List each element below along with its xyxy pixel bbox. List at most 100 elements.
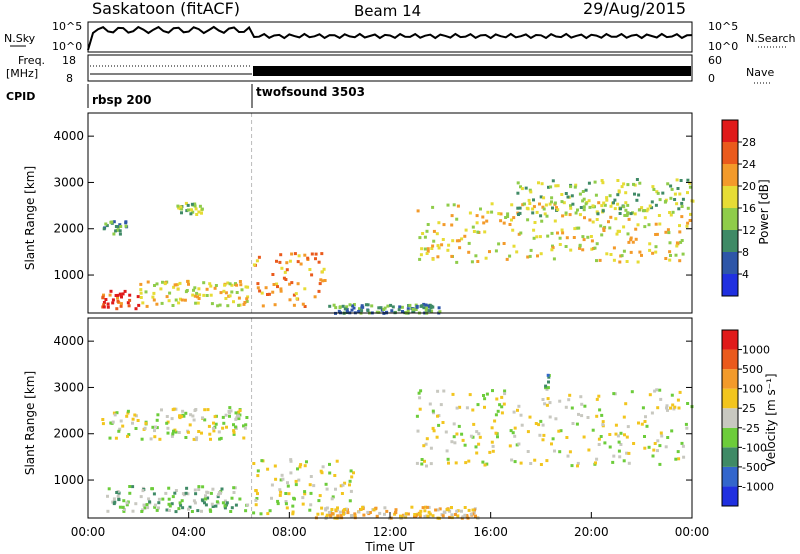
scatter-cell [682, 455, 686, 459]
scatter-cell [377, 310, 381, 314]
scatter-cell [516, 181, 520, 185]
scatter-cell [224, 297, 228, 300]
scatter-cell [209, 437, 212, 441]
scatter-cell [172, 407, 176, 411]
scatter-cell [622, 225, 626, 229]
scatter-cell [226, 281, 230, 285]
scatter-cell [475, 451, 479, 455]
scatter-cell [186, 492, 190, 496]
scatter-cell [187, 507, 190, 511]
scatter-cell [278, 260, 282, 264]
scatter-cell [590, 239, 594, 243]
scatter-cell [404, 512, 408, 516]
scatter-cell [287, 492, 291, 496]
scatter-cell [670, 429, 674, 433]
scatter-cell [167, 299, 171, 303]
scatter-cell [463, 506, 467, 509]
scatter-cell [477, 432, 481, 436]
scatter-cell [321, 465, 325, 469]
scatter-cell [116, 228, 120, 232]
scatter-cell [259, 512, 263, 516]
scatter-cell [282, 276, 286, 280]
scatter-cell [497, 212, 501, 216]
scatter-cell [624, 191, 628, 195]
scatter-cell [361, 505, 365, 509]
scatter-cell [545, 403, 549, 407]
scatter-cell [173, 491, 177, 495]
scatter-cell [508, 223, 512, 226]
cpid-label: CPID [6, 90, 35, 103]
scatter-cell [252, 462, 256, 465]
scatter-cell [465, 406, 469, 410]
scatter-cell [600, 413, 604, 417]
scatter-cell [638, 250, 642, 254]
scatter-cell [204, 494, 207, 498]
scatter-cell [206, 496, 210, 500]
scatter-cell [219, 291, 223, 295]
scatter-cell [460, 237, 464, 241]
colorbar-segment [722, 427, 738, 448]
scatter-cell [235, 283, 239, 287]
scatter-cell [651, 185, 655, 189]
scatter-cell [118, 229, 122, 233]
scatter-cell [491, 444, 495, 448]
scatter-cell [665, 406, 668, 410]
scatter-cell [602, 227, 606, 231]
scatter-cell [432, 229, 436, 233]
scatter-cell [141, 508, 145, 512]
scatter-cell [582, 205, 586, 209]
scatter-cell [618, 229, 621, 233]
scatter-cell [419, 389, 423, 393]
scatter-cell [153, 284, 156, 287]
scatter-cell [539, 195, 543, 199]
scatter-cell [626, 212, 630, 216]
scatter-cell [105, 224, 109, 228]
scatter-cell [428, 309, 432, 313]
scatter-cell [455, 509, 459, 513]
scatter-cell [159, 287, 163, 291]
scatter-cell [157, 506, 160, 510]
scatter-cell [177, 301, 181, 305]
scatter-cell [375, 514, 379, 518]
scatter-cell [166, 426, 170, 430]
scatter-cell [106, 494, 109, 498]
scatter-cell [139, 495, 143, 499]
scatter-cell [677, 207, 681, 211]
scatter-cell [188, 423, 192, 427]
scatter-cell [520, 423, 524, 427]
scatter-cell [290, 252, 294, 256]
scatter-cell [455, 239, 459, 243]
scatter-cell [104, 222, 108, 226]
scatter-cell [664, 257, 668, 260]
scatter-cell [164, 491, 168, 495]
scatter-cell [225, 425, 228, 429]
scatter-cell [475, 214, 479, 218]
scatter-cell [190, 208, 193, 212]
scatter-cell [133, 413, 137, 417]
scatter-cell [224, 413, 228, 417]
scatter-cell [174, 407, 178, 411]
scatter-cell [174, 298, 178, 302]
scatter-cell [655, 190, 659, 194]
scatter-cell [192, 499, 196, 503]
scatter-cell [653, 442, 657, 445]
scatter-cell [418, 396, 422, 400]
scatter-cell [242, 424, 245, 428]
scatter-cell [542, 196, 546, 200]
scatter-cell [274, 477, 278, 481]
scatter-cell [237, 414, 241, 418]
scatter-cell [197, 485, 201, 489]
scatter-cell [340, 492, 344, 495]
scatter-cell [168, 504, 172, 508]
scatter-cell [564, 211, 568, 215]
scatter-cell [390, 309, 394, 313]
scatter-cell [180, 207, 184, 211]
scatter-cell [475, 221, 479, 225]
scatter-cell [349, 469, 353, 473]
scatter-cell [303, 464, 307, 468]
scatter-cell [569, 206, 573, 210]
scatter-cell [547, 380, 550, 384]
scatter-cell [518, 206, 522, 210]
scatter-cell [498, 403, 502, 407]
scatter-cell [620, 185, 624, 189]
